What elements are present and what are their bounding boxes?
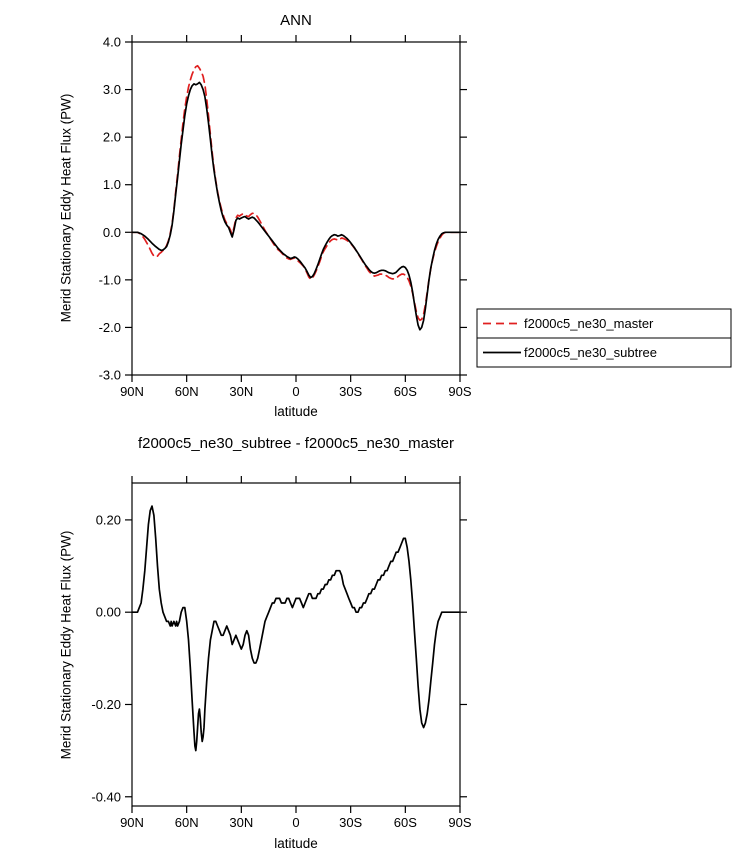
legend-label: f2000c5_ne30_subtree <box>524 345 657 360</box>
legend-label: f2000c5_ne30_master <box>524 316 654 331</box>
y-tick-label: 4.0 <box>103 35 121 50</box>
bottom-chart-x-axis-label: latitude <box>274 836 318 851</box>
x-tick-label: 90N <box>120 384 144 399</box>
y-tick-label: 1.0 <box>103 177 121 192</box>
plot-frame <box>131 482 461 807</box>
x-tick-label: 90S <box>448 384 471 399</box>
x-tick-label: 60S <box>394 815 417 830</box>
series-f2000c5_ne30_master <box>131 64 461 322</box>
x-tick-label: 90N <box>120 815 144 830</box>
y-tick-label: 0.00 <box>96 605 121 620</box>
x-tick-label: 60N <box>175 384 199 399</box>
bottom-chart: 90N 60N 30N 0 30S 60S 90S -0.40 -0.20 0.00 0.20 <box>91 476 472 830</box>
legend-box <box>476 308 732 339</box>
y-tick-label: -0.40 <box>91 789 121 804</box>
x-tick-label: 30N <box>229 384 253 399</box>
top-chart-title: ANN <box>280 12 312 29</box>
x-tick-label: 60S <box>394 384 417 399</box>
top-chart-y-axis-label: Merid Stationary Eddy Heat Flux (PW) <box>58 93 74 323</box>
bottom-chart-title: f2000c5_ne30_subtree - f2000c5_ne30_mast… <box>137 435 455 452</box>
y-tick-label: 2.0 <box>103 130 121 145</box>
y-tick-label: 0.20 <box>96 512 121 527</box>
y-tick-label: 3.0 <box>103 82 121 97</box>
y-tick-label: 0.0 <box>103 225 121 240</box>
top-chart: 90N 60N 30N 0 30S 60S 90S -3.0 -2.0 -1.0 0.0 1.0 2.0… <box>99 35 732 399</box>
x-tick-label: 90S <box>448 815 471 830</box>
x-tick-label: 30S <box>339 384 362 399</box>
y-tick-label: -3.0 <box>99 368 121 383</box>
x-tick-label: 0 <box>292 384 299 399</box>
y-tick-label: -1.0 <box>99 272 121 287</box>
bottom-chart-y-axis-label: Merid Stationary Eddy Heat Flux (PW) <box>58 530 74 760</box>
y-tick-label: -2.0 <box>99 320 121 335</box>
y-tick-label: -0.20 <box>91 697 121 712</box>
x-tick-label: 60N <box>175 815 199 830</box>
x-tick-label: 30N <box>229 815 253 830</box>
x-tick-label: 30S <box>339 815 362 830</box>
series-difference <box>131 505 461 752</box>
series-f2000c5_ne30_subtree <box>131 81 461 331</box>
top-chart-x-axis-label: latitude <box>274 404 318 419</box>
plot-frame <box>131 41 461 376</box>
x-tick-label: 0 <box>292 815 299 830</box>
